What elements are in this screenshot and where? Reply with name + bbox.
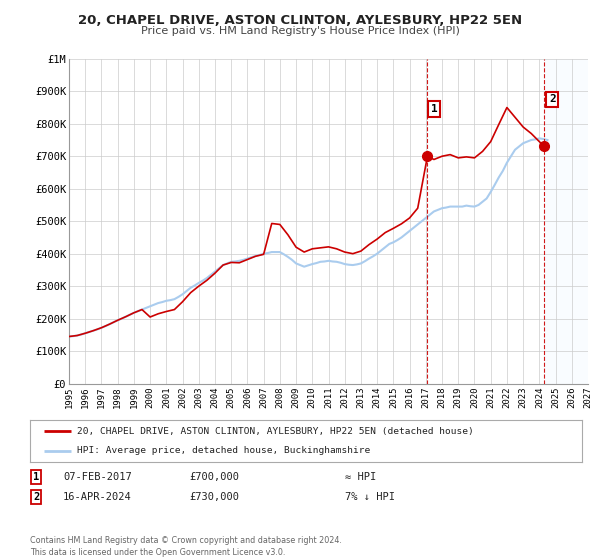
Text: 20, CHAPEL DRIVE, ASTON CLINTON, AYLESBURY, HP22 5EN: 20, CHAPEL DRIVE, ASTON CLINTON, AYLESBU… <box>78 14 522 27</box>
Text: Contains HM Land Registry data © Crown copyright and database right 2024.
This d: Contains HM Land Registry data © Crown c… <box>30 536 342 557</box>
Text: Price paid vs. HM Land Registry's House Price Index (HPI): Price paid vs. HM Land Registry's House … <box>140 26 460 36</box>
Text: £700,000: £700,000 <box>189 472 239 482</box>
Text: 1: 1 <box>431 104 437 114</box>
Text: 07-FEB-2017: 07-FEB-2017 <box>63 472 132 482</box>
Text: HPI: Average price, detached house, Buckinghamshire: HPI: Average price, detached house, Buck… <box>77 446 370 455</box>
Bar <box>544 59 588 384</box>
Text: £730,000: £730,000 <box>189 492 239 502</box>
Text: 16-APR-2024: 16-APR-2024 <box>63 492 132 502</box>
Text: ≈ HPI: ≈ HPI <box>345 472 376 482</box>
Text: 7% ↓ HPI: 7% ↓ HPI <box>345 492 395 502</box>
Text: 20, CHAPEL DRIVE, ASTON CLINTON, AYLESBURY, HP22 5EN (detached house): 20, CHAPEL DRIVE, ASTON CLINTON, AYLESBU… <box>77 427 473 436</box>
Text: 2: 2 <box>549 95 556 104</box>
Text: 2: 2 <box>33 492 39 502</box>
Text: 1: 1 <box>33 472 39 482</box>
